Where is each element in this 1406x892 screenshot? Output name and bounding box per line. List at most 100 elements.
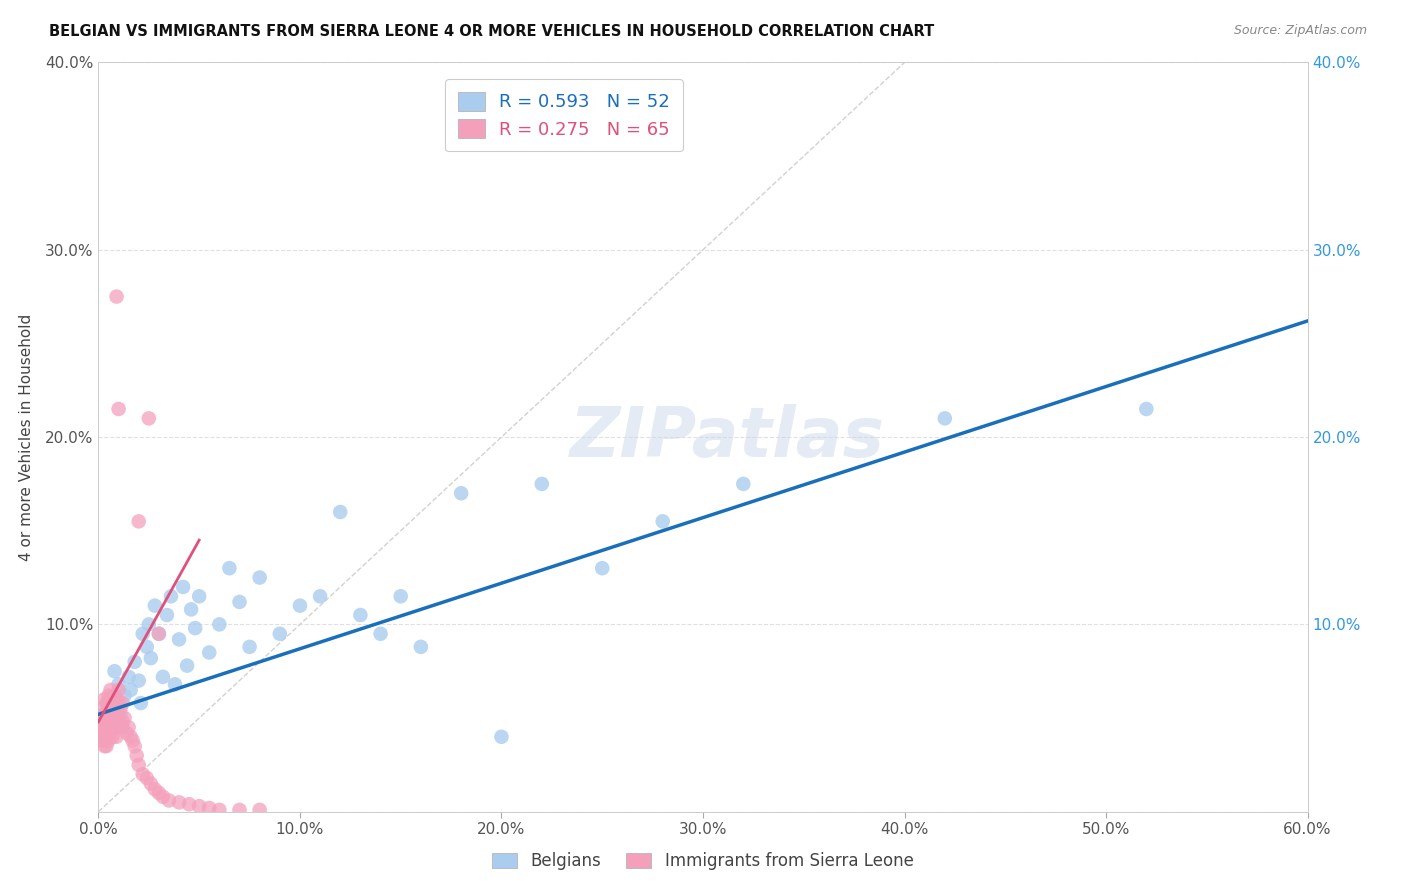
Point (96, 711, 118, 725)
Point (105, 707, 128, 722)
Point (100, 692, 122, 706)
Point (148, 626, 170, 640)
Point (651, 514, 673, 528)
Point (91, 701, 114, 715)
Point (249, 571, 271, 585)
Point (120, 730, 142, 744)
Point (389, 590, 412, 604)
Point (409, 640, 432, 654)
Point (349, 608, 371, 623)
Point (934, 411, 956, 425)
Point (269, 626, 291, 640)
Point (103, 664, 125, 679)
Point (103, 721, 125, 735)
Point (96, 739, 118, 753)
Point (107, 696, 129, 710)
Point (114, 711, 136, 725)
Point (309, 590, 332, 604)
Point (101, 692, 124, 706)
Point (107, 401, 129, 416)
Point (198, 801, 221, 815)
Point (138, 617, 160, 632)
Point (89, 721, 111, 735)
Point (132, 626, 155, 640)
Point (167, 632, 190, 647)
Point (128, 673, 150, 688)
Point (103, 689, 125, 703)
Point (110, 701, 132, 715)
Point (93, 739, 115, 753)
Point (107, 677, 129, 691)
Point (188, 590, 211, 604)
Point (111, 721, 134, 735)
Text: BELGIAN VS IMMIGRANTS FROM SIERRA LEONE 4 OR MORE VEHICLES IN HOUSEHOLD CORRELAT: BELGIAN VS IMMIGRANTS FROM SIERRA LEONE … (49, 24, 935, 39)
Point (143, 782, 166, 797)
Point (180, 602, 202, 616)
Point (100, 683, 122, 698)
Point (128, 758, 150, 772)
Point (91, 733, 114, 747)
Point (228, 595, 250, 609)
Point (139, 651, 162, 665)
Point (239, 640, 262, 654)
Point (118, 670, 141, 684)
Point (105, 730, 128, 744)
Point (124, 655, 146, 669)
Point (167, 796, 190, 810)
Point (89, 730, 111, 744)
Point (132, 767, 155, 781)
Point (288, 599, 311, 613)
Point (176, 658, 198, 673)
Point (97, 701, 120, 715)
Point (152, 789, 174, 804)
Point (172, 580, 194, 594)
Point (148, 786, 170, 800)
Point (591, 561, 613, 575)
Point (125, 748, 148, 763)
Point (120, 683, 142, 698)
Point (96, 696, 118, 710)
Point (128, 514, 150, 528)
Point (105, 692, 128, 706)
Point (101, 730, 124, 744)
Point (370, 626, 392, 640)
Point (138, 411, 160, 425)
Point (103, 701, 125, 715)
Point (105, 696, 128, 710)
Legend: R = 0.593   N = 52, R = 0.275   N = 65: R = 0.593 N = 52, R = 0.275 N = 65 (446, 79, 683, 152)
Point (93, 721, 115, 735)
Point (152, 670, 174, 684)
Point (107, 714, 129, 729)
Point (100, 726, 122, 740)
Point (163, 677, 186, 691)
Point (97, 714, 120, 729)
Point (111, 696, 134, 710)
Point (208, 803, 231, 817)
Text: ZIPatlas: ZIPatlas (569, 403, 884, 471)
Point (124, 739, 146, 753)
Point (733, 476, 755, 491)
Point (218, 561, 240, 575)
Point (139, 776, 162, 791)
Legend: Belgians, Immigrants from Sierra Leone: Belgians, Immigrants from Sierra Leone (485, 846, 921, 877)
Point (157, 793, 180, 807)
Point (96, 726, 118, 740)
Point (228, 803, 250, 817)
Y-axis label: 4 or more Vehicles in Household: 4 or more Vehicles in Household (18, 313, 34, 561)
Point (156, 608, 179, 623)
Point (129, 696, 152, 710)
Point (135, 771, 157, 785)
Point (100, 701, 122, 715)
Point (491, 730, 513, 744)
Point (1135, 401, 1157, 416)
Point (89, 711, 111, 725)
Point (91, 726, 114, 740)
Point (105, 289, 128, 303)
Point (91, 714, 114, 729)
Point (148, 626, 170, 640)
Point (93, 692, 115, 706)
Point (93, 707, 115, 722)
Point (329, 505, 352, 519)
Point (450, 486, 472, 500)
Point (115, 726, 138, 740)
